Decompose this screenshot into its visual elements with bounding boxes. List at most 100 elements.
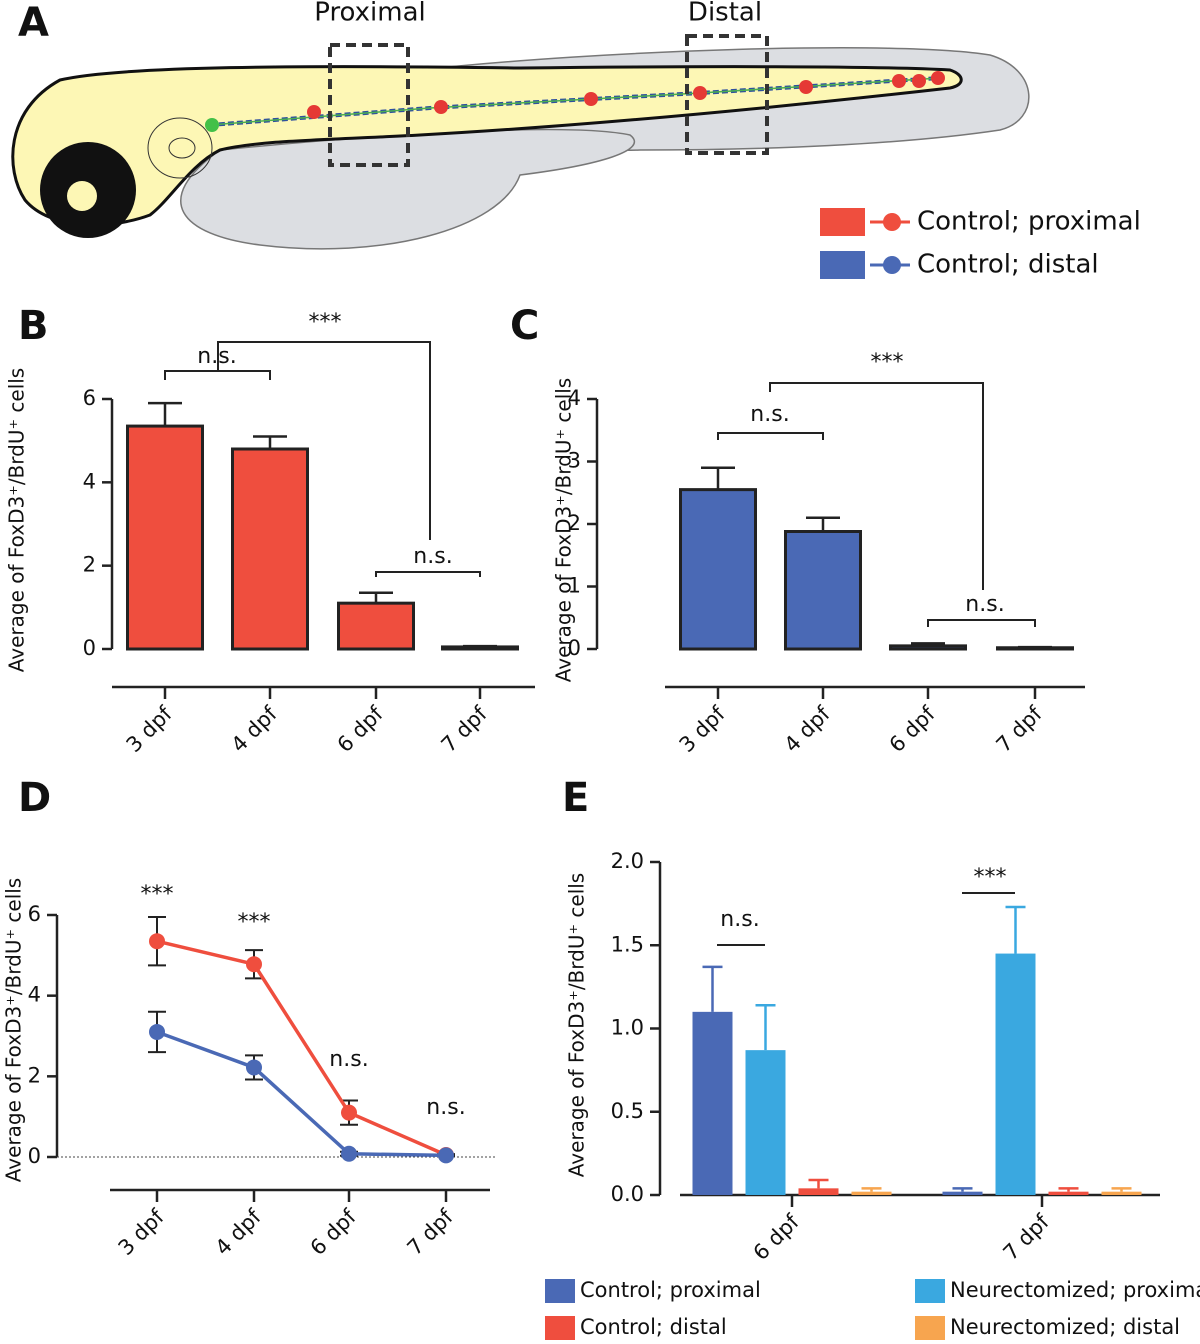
region-label: Distal bbox=[688, 0, 762, 28]
bar bbox=[679, 488, 757, 651]
annotation: n.s. bbox=[750, 402, 789, 427]
annotation: n.s. bbox=[413, 544, 452, 569]
ear bbox=[147, 117, 213, 179]
error-bar bbox=[806, 516, 840, 532]
x-tick-label: 4 dpf bbox=[780, 701, 836, 757]
error-bar bbox=[1005, 905, 1026, 954]
legend-label: Control; distal bbox=[580, 1315, 727, 1339]
x-tick-label: 3 dpf bbox=[675, 701, 731, 757]
annotation: *** bbox=[974, 865, 1007, 890]
y-axis-label: Average of FoxD3⁺/BrdU⁺ cells bbox=[565, 873, 589, 1177]
nerve-core bbox=[209, 77, 941, 126]
point bbox=[246, 1059, 262, 1076]
bar bbox=[784, 530, 862, 651]
bar bbox=[692, 1011, 733, 1195]
x-tick-label: 6 dpf bbox=[885, 701, 941, 757]
y-tick-label: 2 bbox=[83, 553, 96, 577]
significance-bracket bbox=[375, 571, 481, 577]
annotation: *** bbox=[871, 350, 904, 375]
error-bar bbox=[952, 1187, 973, 1192]
bar bbox=[798, 1188, 839, 1195]
y-tick-label: 1.5 bbox=[611, 932, 644, 956]
point bbox=[246, 956, 262, 973]
x-tick-label: 4 dpf bbox=[211, 1204, 267, 1260]
annotation: *** bbox=[309, 310, 342, 335]
legend-swatch bbox=[915, 1279, 945, 1303]
bar bbox=[942, 1191, 983, 1195]
y-tick-label: 3 bbox=[568, 449, 581, 473]
legend-swatch bbox=[915, 1316, 945, 1340]
annotation: n.s. bbox=[329, 1047, 368, 1072]
error-bar bbox=[1111, 1187, 1132, 1192]
significance-bracket bbox=[717, 432, 824, 440]
point bbox=[341, 1104, 357, 1121]
legend-label: Control; distal bbox=[917, 250, 1099, 280]
y-tick-label: 4 bbox=[568, 386, 581, 410]
x-tick-label: 7 dpf bbox=[999, 1209, 1055, 1265]
x-tick-label: 3 dpf bbox=[122, 701, 178, 757]
error-bar bbox=[253, 435, 287, 449]
y-tick-label: 1.0 bbox=[611, 1016, 644, 1040]
panel-label: E bbox=[562, 775, 589, 821]
chart: D Average of FoxD3⁺/BrdU⁺ cells 0 2 4 6 3 dpf 4… bbox=[2, 775, 495, 1260]
cells bbox=[307, 71, 945, 119]
error-bar bbox=[702, 965, 723, 1012]
annotation: *** bbox=[238, 910, 271, 935]
significance-bracket bbox=[927, 619, 1036, 627]
error-bar bbox=[1058, 1187, 1079, 1192]
significance-bracket bbox=[769, 382, 984, 590]
bar bbox=[996, 646, 1074, 651]
x-tick-label: 4 dpf bbox=[227, 701, 283, 757]
bar bbox=[231, 447, 309, 651]
panel-label: C bbox=[510, 303, 539, 349]
x-tick-label: 3 dpf bbox=[114, 1204, 170, 1260]
legend-label: Control; proximal bbox=[917, 207, 1141, 237]
legend-swatch bbox=[545, 1316, 575, 1340]
error-bar bbox=[861, 1187, 882, 1192]
legend-label: Neurectomized; proximal bbox=[950, 1278, 1200, 1302]
x-tick-label: 7 dpf bbox=[403, 1204, 459, 1260]
x-tick-label: 6 dpf bbox=[749, 1209, 805, 1265]
y-tick-label: 0 bbox=[28, 1144, 41, 1168]
x-tick-label: 7 dpf bbox=[437, 701, 493, 757]
series-line bbox=[156, 1030, 447, 1158]
legend-marker bbox=[883, 256, 901, 274]
error-bar bbox=[755, 1003, 776, 1051]
legend-label: Control; proximal bbox=[580, 1278, 761, 1302]
y-tick-label: 2 bbox=[568, 511, 581, 535]
bar bbox=[889, 644, 967, 651]
legend-swatch bbox=[545, 1279, 575, 1303]
fish-diagram: A Proximal Distal bbox=[11, 0, 1030, 250]
y-tick-label: 2 bbox=[28, 1063, 41, 1087]
y-tick-label: 0 bbox=[83, 636, 96, 660]
distal-box bbox=[685, 34, 769, 155]
bar bbox=[745, 1050, 786, 1195]
legend-label: Neurectomized; distal bbox=[950, 1315, 1180, 1339]
error-bar bbox=[701, 466, 735, 490]
panel-label: A bbox=[18, 0, 49, 46]
significance-bracket bbox=[217, 341, 431, 540]
bar bbox=[1101, 1191, 1142, 1195]
chart: E Average of FoxD3⁺/BrdU⁺ cells 0.0 0.5 1.0 1… bbox=[562, 775, 1160, 1265]
y-axis-label: Average of FoxD3⁺/BrdU⁺ cells bbox=[552, 378, 576, 682]
point bbox=[438, 1147, 454, 1164]
y-axis-label: Average of FoxD3⁺/BrdU⁺ cells bbox=[2, 878, 26, 1182]
bar bbox=[995, 953, 1036, 1195]
proximal-box bbox=[328, 43, 410, 167]
legend-marker bbox=[883, 213, 901, 231]
y-tick-label: 6 bbox=[83, 386, 96, 410]
y-tick-label: 0 bbox=[568, 636, 581, 660]
y-tick-label: 1 bbox=[568, 574, 581, 598]
legend-swatch bbox=[820, 208, 865, 236]
series-line bbox=[156, 939, 447, 1157]
annotation: n.s. bbox=[720, 907, 759, 932]
error-bar bbox=[808, 1178, 829, 1189]
y-tick-label: 0.5 bbox=[611, 1099, 644, 1123]
point bbox=[149, 933, 165, 950]
bar bbox=[441, 645, 519, 651]
panel-label: B bbox=[18, 303, 49, 349]
lens bbox=[67, 181, 97, 211]
x-tick-label: 6 dpf bbox=[306, 1204, 362, 1260]
x-tick-label: 7 dpf bbox=[992, 701, 1048, 757]
